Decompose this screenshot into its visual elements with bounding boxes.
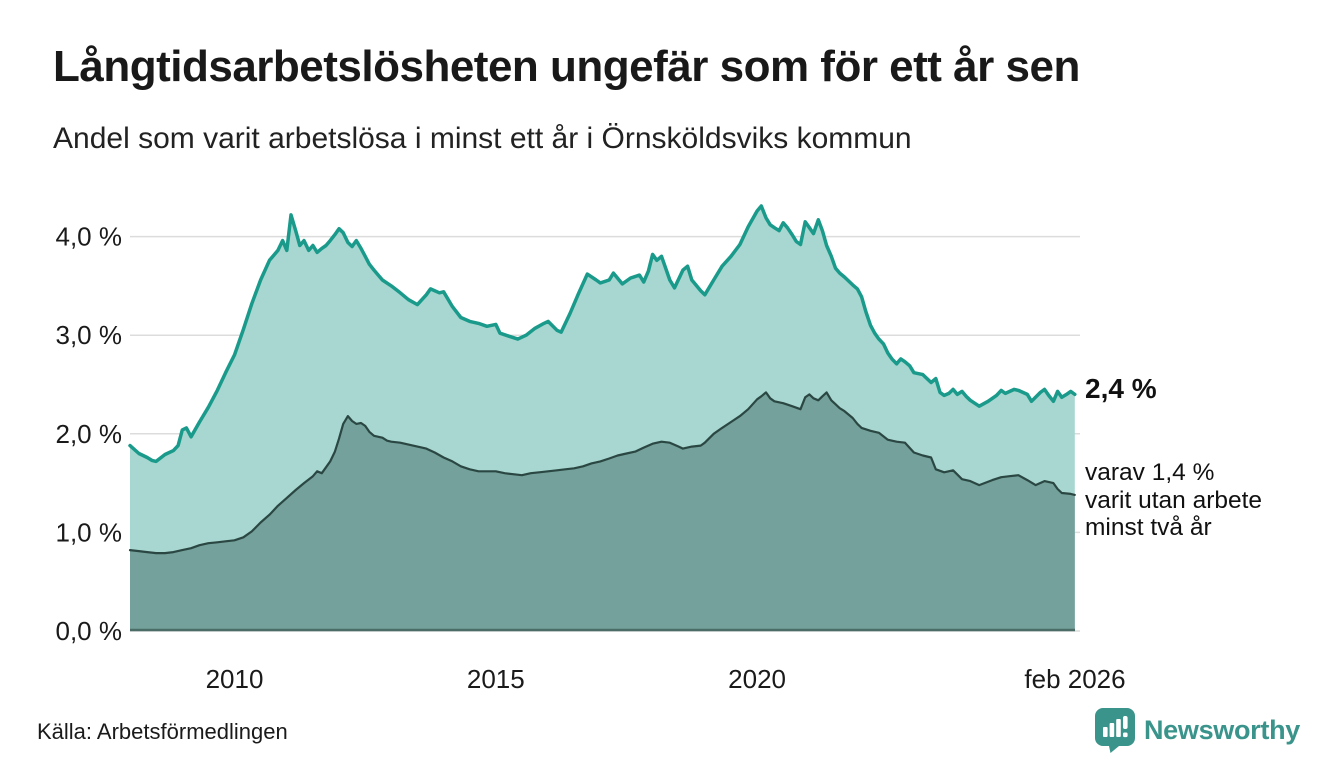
page-title: Långtidsarbetslösheten ungefär som för e… <box>53 42 1080 91</box>
page-subtitle: Andel som varit arbetslösa i minst ett å… <box>53 122 912 155</box>
series-line-2 <box>128 391 1076 555</box>
x-tick-label: 2010 <box>206 664 264 694</box>
x-tick-label: 2015 <box>467 664 525 694</box>
series-area-2 <box>130 392 1075 631</box>
brand-logo: Newsworthy <box>1094 708 1300 753</box>
series-line-1 <box>128 204 1077 464</box>
end-note: varav 1,4 % varit utan arbete minst två … <box>1085 459 1335 542</box>
x-tick-label: 2020 <box>728 664 786 694</box>
y-tick-label: 2,0 % <box>56 419 123 449</box>
source-caption: Källa: Arbetsförmedlingen <box>37 719 288 744</box>
y-tick-label: 4,0 % <box>56 222 123 252</box>
x-tick-label: feb 2026 <box>1024 664 1125 694</box>
y-tick-label: 3,0 % <box>56 320 123 350</box>
y-tick-label: 0,0 % <box>56 616 123 646</box>
end-note-line-2: varit utan arbete <box>1085 486 1263 514</box>
end-note-line-1: varav 1,4 % <box>1085 459 1215 486</box>
y-tick-label: 1,0 % <box>56 517 123 547</box>
brand-name: Newsworthy <box>1143 715 1300 745</box>
end-value-label: 2,4 % <box>1085 373 1157 404</box>
newsworthy-bubble-icon <box>1094 708 1135 753</box>
end-note-line-3: minst två år <box>1085 514 1212 542</box>
